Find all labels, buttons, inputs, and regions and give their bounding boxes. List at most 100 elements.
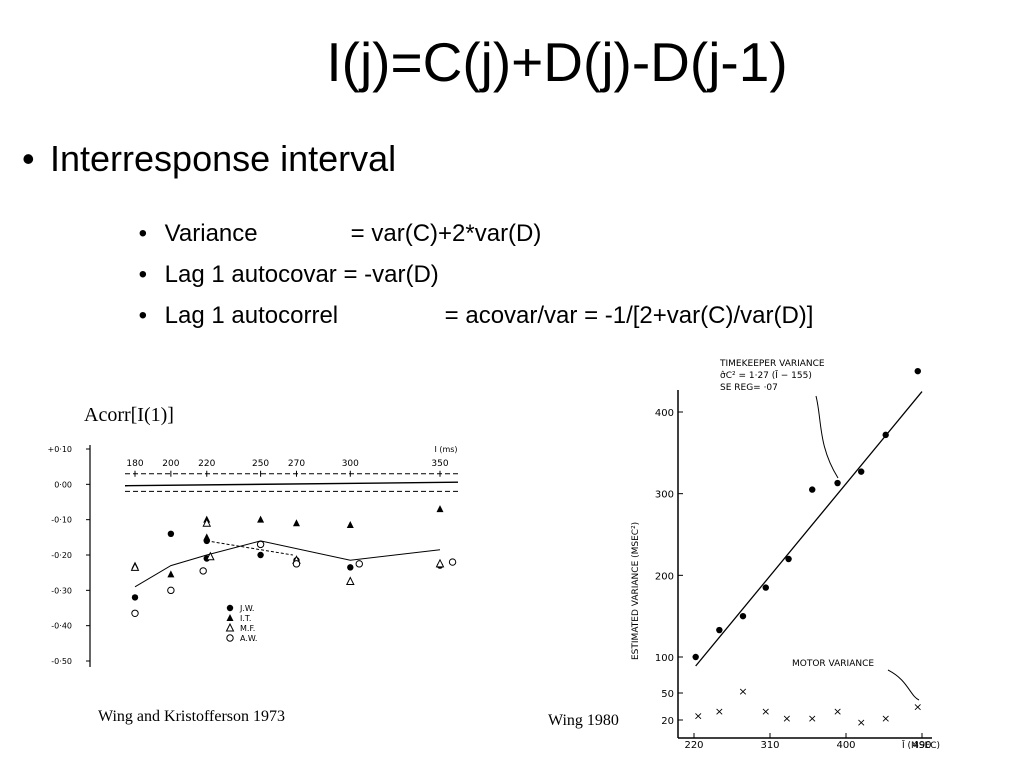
timekeeper-variance-point <box>785 555 792 563</box>
main-bullet: • Interresponse interval <box>22 138 396 180</box>
timekeeper-annotation-line: σ̂C² = 1·27 (Ī − 155) <box>720 370 812 381</box>
mean-line <box>134 540 441 588</box>
y-tick-label: 100 <box>655 653 674 664</box>
legend-label: I.T. <box>240 614 251 623</box>
data-point-it <box>292 519 300 527</box>
x-tick-label: 200 <box>162 459 179 469</box>
x-tick-label: 350 <box>431 459 448 469</box>
right-figure-caption: Wing 1980 <box>548 712 619 729</box>
legend-marker <box>226 634 234 642</box>
legend-marker <box>226 604 234 612</box>
timekeeper-variance-point <box>762 584 769 591</box>
data-point-it <box>167 570 175 578</box>
motor-variance-point: × <box>833 705 842 718</box>
data-point-mf <box>202 518 212 527</box>
motor-variance-point: × <box>857 716 866 729</box>
sub-bullet-value: = -var(D) <box>343 261 439 288</box>
motor-variance-point: × <box>881 712 890 725</box>
bullet-glyph: • <box>138 220 148 247</box>
motor-annotation: MOTOR VARIANCE <box>792 659 874 669</box>
sub-bullet-variance: • Variance = var(C)+2*var(D) <box>112 192 542 276</box>
x-axis-ticks: I (ms) 180 200 220 250 270 300 350 <box>126 445 458 477</box>
left-figure-label: Acorr[I(1)] <box>84 404 174 426</box>
data-point-mf <box>345 576 355 585</box>
sub-bullet-value: = acovar/var = -1/[2+var(C)/var(D)] <box>444 302 814 329</box>
motor-variance-point: × <box>913 701 922 714</box>
x-tick-label: 180 <box>126 459 143 469</box>
motor-variance-point: × <box>761 705 770 718</box>
timekeeper-annotation-line: TIMEKEEPER VARIANCE <box>719 359 825 369</box>
x-tick-label: 300 <box>342 459 359 469</box>
main-bullet-text: Interresponse interval <box>50 138 397 179</box>
left-figure-caption: Wing and Kristofferson 1973 <box>98 708 286 725</box>
data-point-jw <box>257 551 264 559</box>
sub-bullet-label: Lag 1 autocorrel <box>164 302 339 329</box>
data-point-aw <box>292 560 301 568</box>
x-tick-label: 310 <box>760 740 779 750</box>
data-point-aw <box>448 558 457 566</box>
legend-marker <box>226 614 234 621</box>
data-point-mf <box>206 551 215 561</box>
data-point-aw <box>355 560 363 568</box>
timekeeper-variance-point <box>914 367 921 375</box>
x-axis-label: I (ms) <box>434 445 457 454</box>
bullet-glyph: • <box>22 138 35 179</box>
y-tick-label: +0·10 <box>47 445 72 454</box>
y-tick-label: -0·50 <box>51 657 72 666</box>
motor-arrow <box>887 669 920 701</box>
y-axis-label: ESTIMATED VARIANCE (MSEC²) <box>631 522 641 660</box>
x-tick-label: 490 <box>912 740 931 750</box>
data-point-mf <box>435 558 445 568</box>
motor-variance-point: × <box>715 705 724 718</box>
timekeeper-variance-point <box>739 612 747 620</box>
data-point-aw <box>167 586 175 595</box>
y-tick-label: -0·20 <box>51 551 72 560</box>
legend-marker <box>225 622 235 632</box>
data-point-it <box>346 520 354 528</box>
y-tick-label: -0·30 <box>51 586 72 595</box>
timekeeper-variance-point <box>858 468 865 475</box>
timekeeper-variance-point <box>834 479 841 487</box>
motor-variance-point: × <box>694 710 703 723</box>
motor-variance-point: × <box>738 685 747 698</box>
y-tick-label: 50 <box>661 689 674 700</box>
legend-label: J.W. <box>239 604 254 613</box>
zero-line <box>124 481 459 487</box>
y-tick-label: 400 <box>655 408 674 419</box>
data-points <box>130 505 457 618</box>
x-axis-label: Ī (MSEC) <box>902 740 940 750</box>
timekeeper-variance-point <box>882 431 889 439</box>
slide-title: I(j)=C(j)+D(j)-D(j-1) <box>326 31 788 93</box>
data-point-it <box>436 505 444 513</box>
data-point-jw <box>167 530 175 537</box>
data-point-aw <box>131 609 139 618</box>
x-tick-label: 220 <box>684 740 703 750</box>
timekeeper-variance-point <box>809 486 816 493</box>
data-point-it <box>257 515 265 523</box>
y-tick-label: 20 <box>661 716 674 727</box>
x-tick-label: 250 <box>252 459 269 469</box>
sub-bullet-autocorrel: • Lag 1 autocorrel = acovar/var = -1/[2+va… <box>112 274 814 358</box>
y-tick-label: 200 <box>655 571 674 582</box>
x-tick-label: 400 <box>836 740 855 750</box>
data-point-jw <box>347 564 354 571</box>
legend-label: A.W. <box>240 634 257 643</box>
data-point-jw <box>131 594 139 601</box>
timekeeper-annotation-line: SE REG= ·07 <box>720 383 778 393</box>
sub-bullet-value: = var(C)+2*var(D) <box>350 220 542 247</box>
sub-bullet-label: Variance <box>164 220 258 247</box>
data-point-aw <box>199 567 207 575</box>
motor-variance-point: × <box>782 712 791 725</box>
sub-bullet-autocovar: • Lag 1 autocovar = -var(D) <box>112 233 439 317</box>
y-axis: +0·10 0·00 -0·10 -0·20 -0·30 -0·40 -0·50 <box>47 445 91 667</box>
legend: J.W.I.T.M.F.A.W. <box>225 604 257 643</box>
data-point-mf <box>130 562 140 571</box>
timekeeper-variance-point <box>692 653 699 661</box>
x-tick-label: 270 <box>288 459 305 469</box>
data-point-it <box>203 533 211 541</box>
y-tick-label: -0·40 <box>51 622 72 631</box>
bullet-glyph: • <box>138 261 148 288</box>
